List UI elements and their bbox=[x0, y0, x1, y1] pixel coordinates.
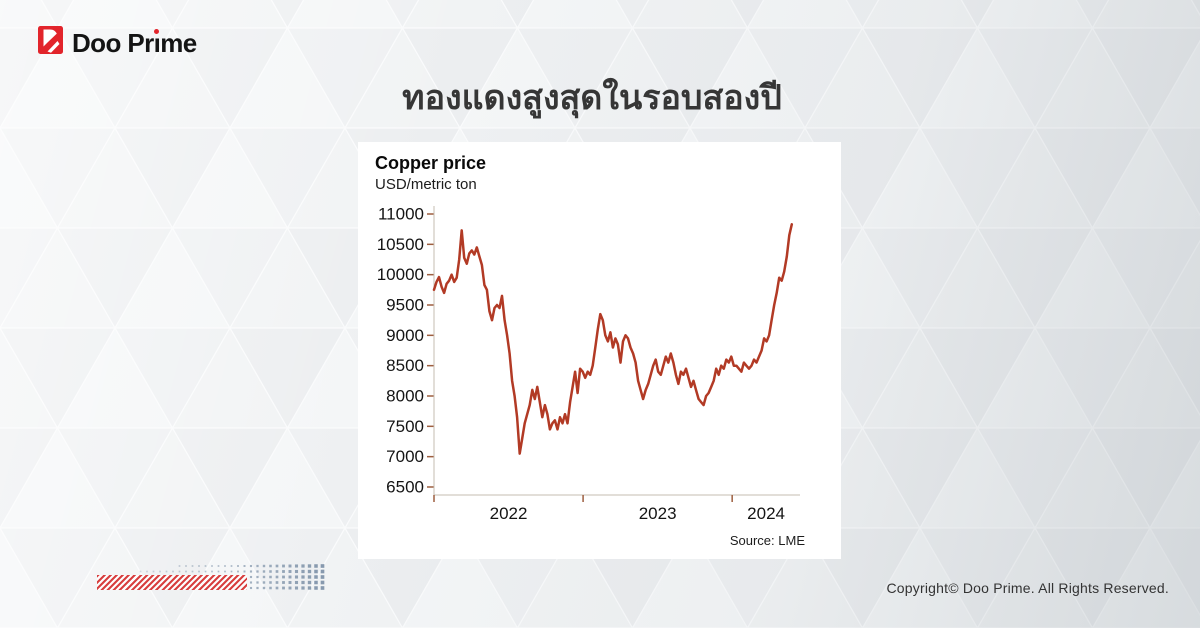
copyright-text: Copyright© Doo Prime. All Rights Reserve… bbox=[886, 580, 1169, 596]
svg-text:9500: 9500 bbox=[386, 295, 424, 314]
page-title: ทองแดงสูงสุดในรอบสองปี bbox=[402, 79, 782, 117]
svg-text:2024: 2024 bbox=[747, 504, 785, 523]
svg-text:7000: 7000 bbox=[386, 447, 424, 466]
copper-price-line-chart: 11000 10500 10000 9500 9000 8500 8000 7500 7000 6… bbox=[377, 205, 800, 523]
doo-prime-logo-text: Doo Prıme bbox=[72, 27, 197, 58]
chart-title: Copper price bbox=[375, 153, 487, 173]
red-hatched-bar-decoration bbox=[97, 575, 247, 590]
doo-prime-logo: Doo Prıme bbox=[38, 26, 197, 59]
chart-source-label: Source: LME bbox=[729, 533, 805, 548]
svg-text:10000: 10000 bbox=[377, 265, 424, 284]
chart-card: 11000 10500 10000 9500 9000 8500 8000 7500 7000 6… bbox=[358, 142, 841, 559]
svg-text:8500: 8500 bbox=[386, 356, 424, 375]
svg-text:10500: 10500 bbox=[377, 235, 424, 254]
chart-unit-label: USD/metric ton bbox=[375, 176, 477, 193]
svg-text:9000: 9000 bbox=[386, 326, 424, 345]
svg-text:6500: 6500 bbox=[386, 477, 424, 496]
logo-i-with-red-dot: ı bbox=[153, 27, 161, 58]
svg-text:8000: 8000 bbox=[386, 386, 424, 405]
svg-text:2023: 2023 bbox=[639, 504, 677, 523]
svg-text:7500: 7500 bbox=[386, 417, 424, 436]
doo-prime-logo-icon bbox=[38, 26, 63, 59]
svg-text:2022: 2022 bbox=[490, 504, 528, 523]
svg-text:11000: 11000 bbox=[378, 205, 424, 224]
